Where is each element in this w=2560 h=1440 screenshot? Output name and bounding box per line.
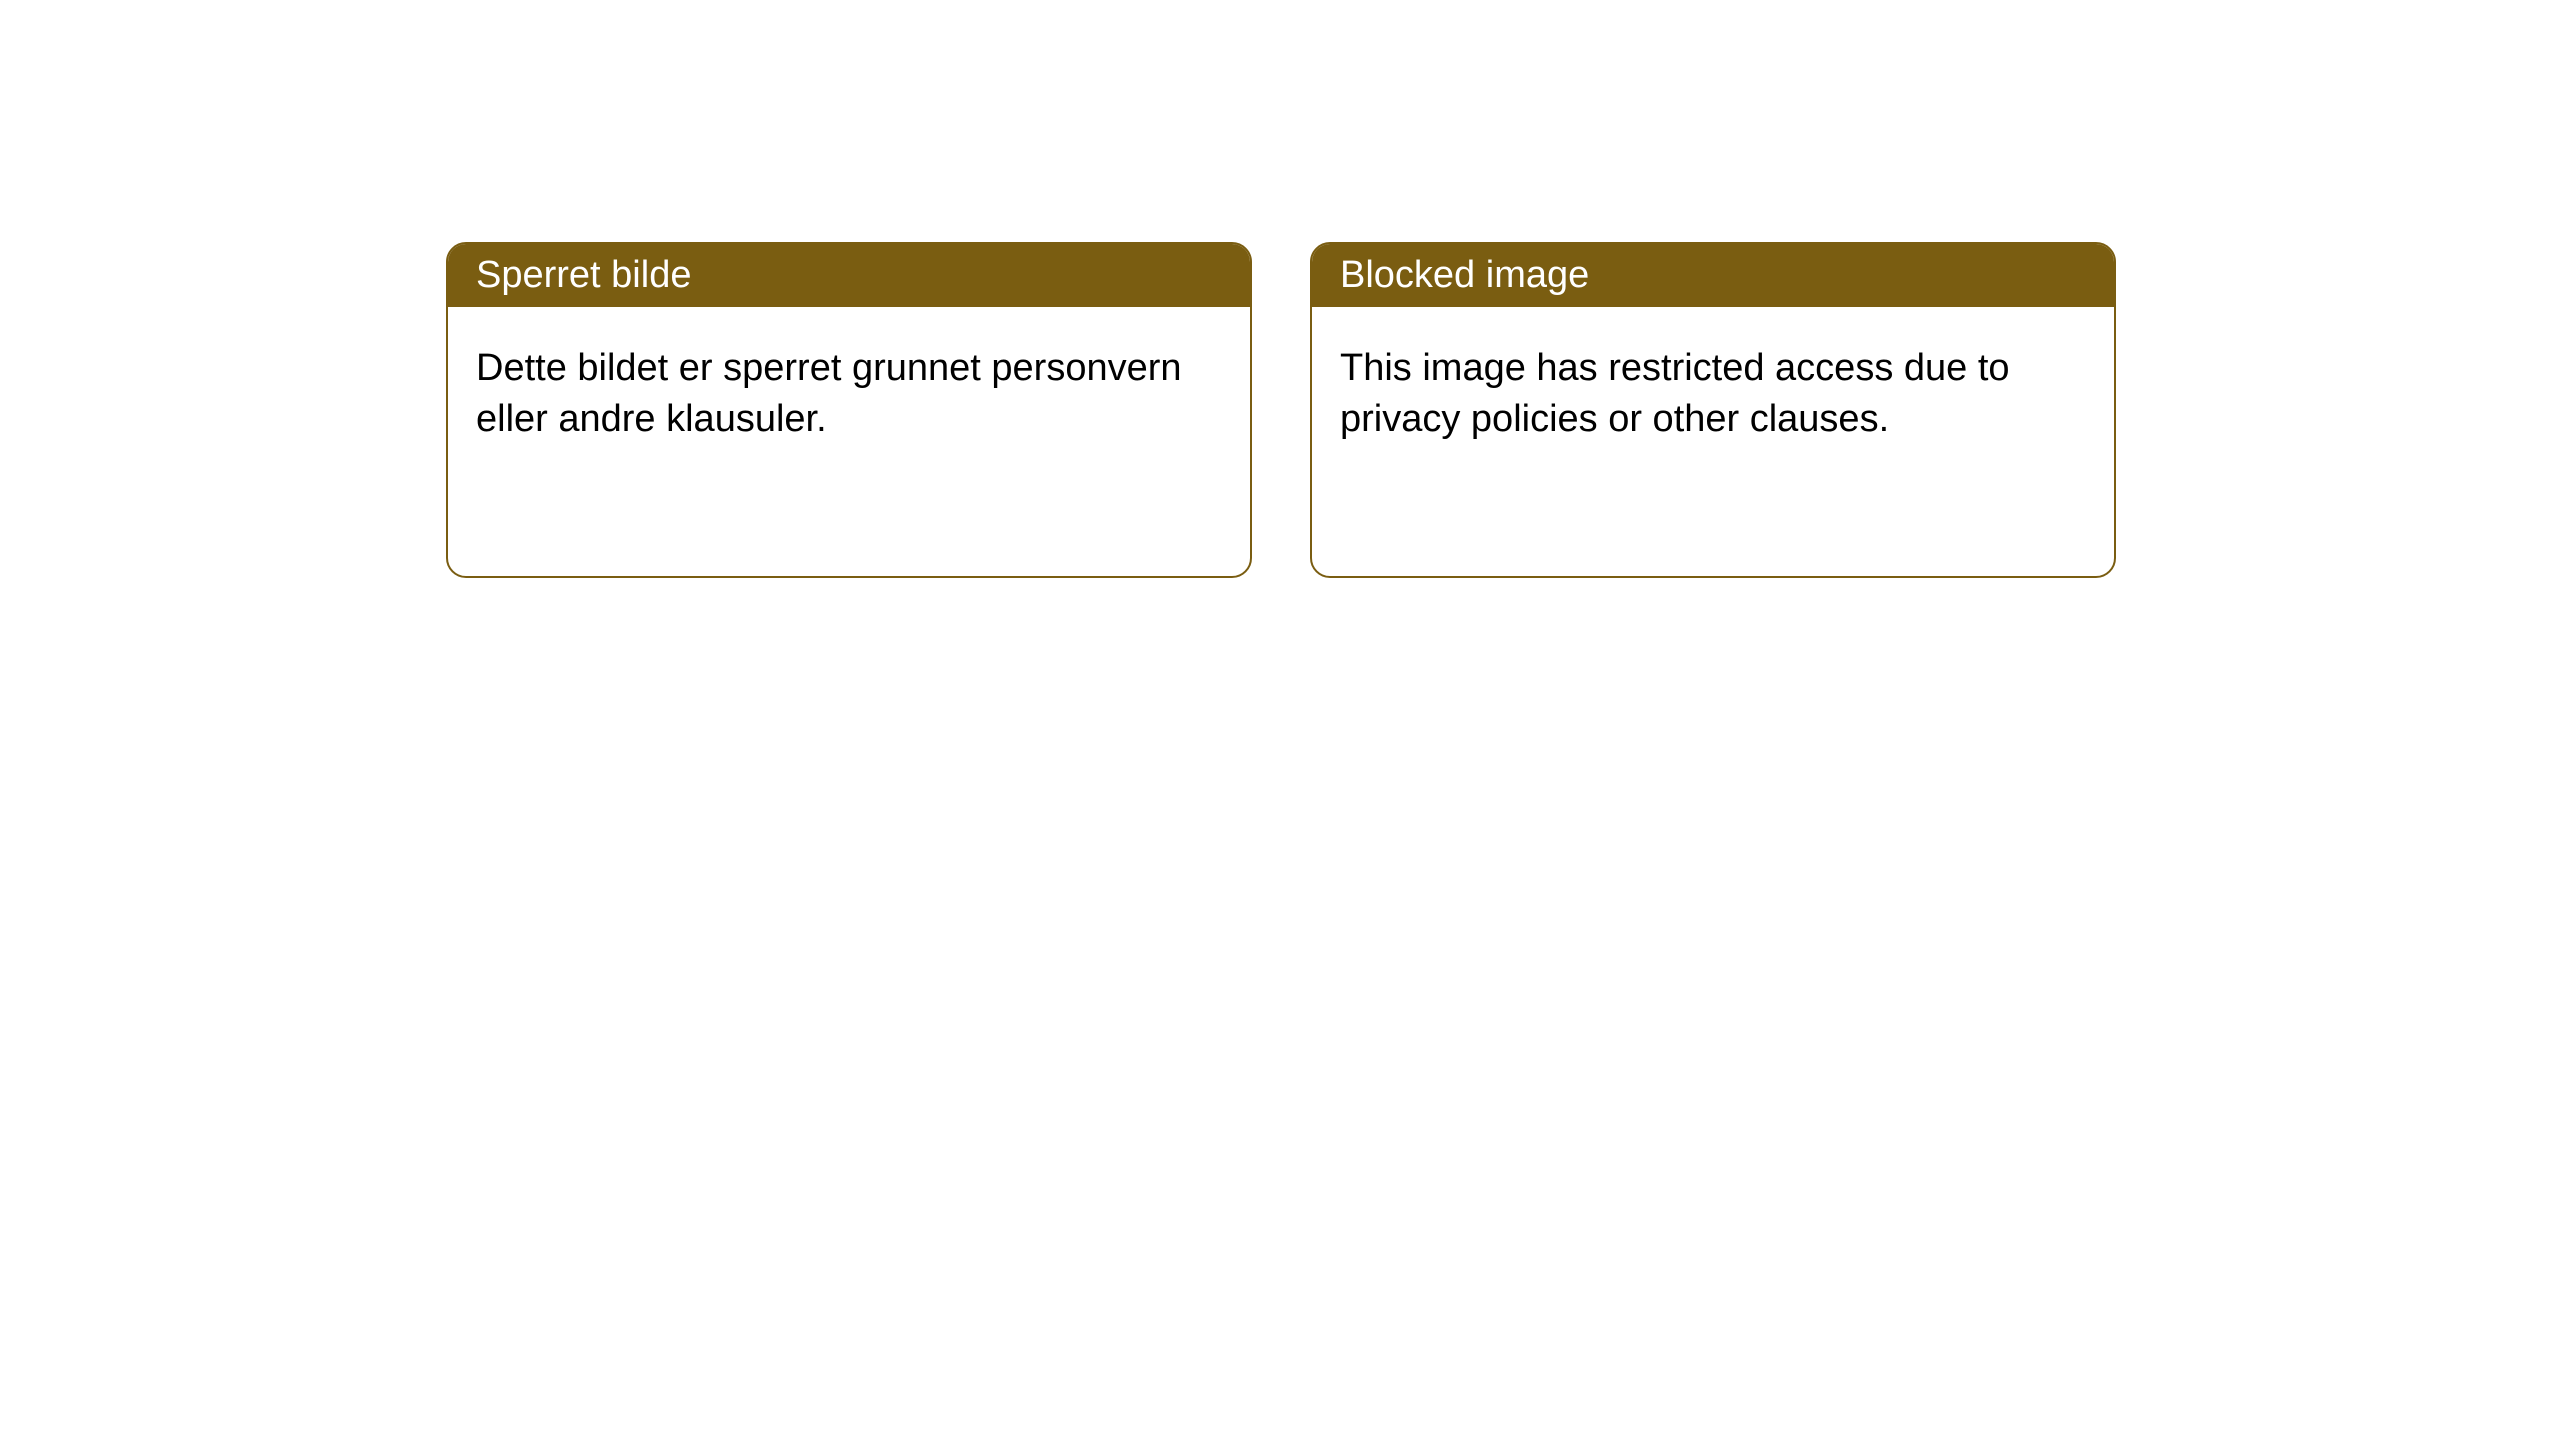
blocked-image-card-no: Sperret bilde Dette bildet er sperret gr… — [446, 242, 1252, 578]
cards-container: Sperret bilde Dette bildet er sperret gr… — [0, 0, 2560, 578]
card-body: This image has restricted access due to … — [1312, 307, 2114, 482]
card-body: Dette bildet er sperret grunnet personve… — [448, 307, 1250, 482]
card-header: Sperret bilde — [448, 244, 1250, 307]
card-header: Blocked image — [1312, 244, 2114, 307]
blocked-image-card-en: Blocked image This image has restricted … — [1310, 242, 2116, 578]
